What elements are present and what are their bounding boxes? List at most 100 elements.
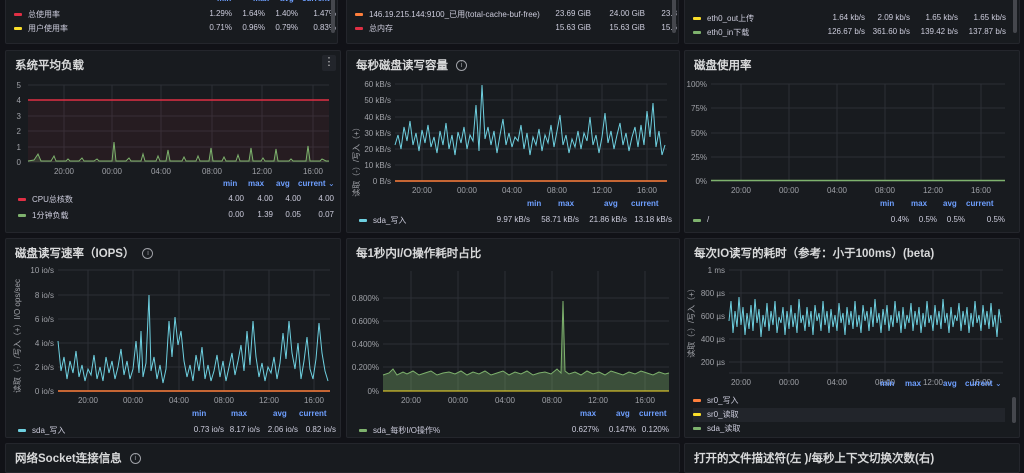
x-tick-label: 00:00	[779, 378, 800, 387]
cpu-cores-fill	[28, 100, 329, 162]
panel-title[interactable]: 磁盘读写速率（IOPS） i	[15, 245, 154, 261]
legend-header-avg[interactable]: avg	[943, 379, 957, 388]
panel-title[interactable]: 打开的文件描述符(左 )/每秒上下文切换次数(右)	[694, 453, 935, 465]
legend-row[interactable]: CPU总核数 4.00 4.00 4.00 4.00	[18, 193, 336, 207]
legend-row[interactable]: 146.19.215.144:9100_已用(total-cache-buf-f…	[355, 8, 677, 22]
io-latency-chart: 读取（-）/写入（+） 1 ms 800 µs 600 µs 400 µs 20…	[686, 266, 1003, 387]
system-load-panel: 系统平均负载 ⋮ 5 4 3 2 1 0 20:00 00:00 04:00 0…	[5, 50, 341, 233]
legend-max: 8.17 io/s	[229, 425, 260, 434]
scrollbar[interactable]	[672, 0, 676, 33]
y-tick-label: 10 kB/s	[364, 161, 391, 170]
panel-title[interactable]: 每1秒内I/O操作耗时占比	[356, 248, 482, 260]
x-tick-label: 12:00	[923, 186, 944, 195]
grid	[711, 83, 1005, 182]
iops-panel: 磁盘读写速率（IOPS） i 读取（-）/写入（+）I/O ops/sec 10 …	[5, 238, 341, 438]
y-tick-label: 75%	[691, 104, 707, 113]
legend-header-current[interactable]: current	[639, 409, 667, 418]
x-tick-label: 20:00	[731, 186, 752, 195]
legend-header-min[interactable]: min	[192, 409, 207, 418]
legend-header-min[interactable]: min	[880, 199, 895, 208]
info-icon[interactable]: i	[142, 247, 154, 259]
legend-header-max[interactable]: max	[248, 179, 265, 188]
panel-title[interactable]: 系统平均负载	[15, 60, 84, 72]
legend-header-avg[interactable]: avg	[273, 409, 287, 418]
legend-header-min[interactable]: min	[880, 379, 895, 388]
legend-header-min[interactable]: min	[527, 199, 542, 208]
legend-header-max[interactable]: max	[558, 199, 575, 208]
info-icon[interactable]: i	[129, 452, 141, 464]
info-icon[interactable]: i	[456, 59, 467, 71]
io-latency-legend: min max avg current ⌄ sr0_写入 sr0_读取 sda_…	[693, 379, 1005, 437]
y-tick-label: 0%	[695, 177, 707, 186]
scrollbar[interactable]	[1013, 0, 1017, 33]
cpu-usage-panel: min max avg current 总使用率 1.29% 1.64% 1.4…	[5, 0, 338, 44]
y-tick-label: 8 io/s	[35, 291, 54, 300]
legend-row[interactable]: sda_写入 9.97 kB/s 58.71 kB/s 21.86 kB/s 1…	[359, 214, 677, 228]
x-tick-label: 20:00	[78, 396, 99, 405]
legend-header-current[interactable]: current	[299, 409, 327, 418]
x-tick-label: 12:00	[588, 396, 609, 405]
legend-max: 1.64%	[242, 9, 265, 18]
legend-row[interactable]: sda_写入 0.73 io/s 8.17 io/s 2.06 io/s 0.8…	[18, 424, 336, 437]
legend-row[interactable]: 总内存 15.63 GiB 15.63 GiB 15.6	[355, 22, 677, 36]
legend-avg: 0.147%	[608, 425, 636, 434]
y-tick-label: 60 kB/s	[364, 80, 391, 89]
legend-row[interactable]: sr0_写入	[693, 394, 1005, 408]
legend-row[interactable]: eth0_in下载 126.67 b/s 361.60 b/s 139.42 b…	[693, 26, 1006, 40]
scrollbar[interactable]	[1012, 397, 1016, 423]
legend-row[interactable]: eth0_out上传 1.64 kb/s 2.09 kb/s 1.65 kb/s…	[693, 12, 1006, 26]
legend-header-min[interactable]: min	[217, 0, 231, 3]
legend-header-current[interactable]: current	[631, 199, 659, 208]
panel-title[interactable]: 每次IO读写的耗时（参考：小于100ms）(beta)	[694, 248, 935, 260]
sort-desc-icon: ⌄	[328, 179, 335, 188]
io-percent-legend: max avg current sda_每秒I/O操作% 0.627% 0.14…	[359, 409, 669, 437]
sda-write-series	[394, 84, 666, 156]
legend-min: 1.64 kb/s	[832, 13, 865, 22]
panel-title[interactable]: 网络Socket连接信息 i	[15, 450, 141, 466]
y-tick-label: 0.600%	[352, 317, 379, 326]
legend-header-max[interactable]: max	[911, 199, 928, 208]
legend-header-avg[interactable]: avg	[276, 179, 290, 188]
legend-header-max[interactable]: max	[580, 409, 597, 418]
x-axis: 20:00 00:00 04:00 08:00 12:00 16:00	[78, 396, 325, 405]
legend-header-current[interactable]: current	[965, 379, 993, 388]
legend-header-min[interactable]: min	[223, 179, 238, 188]
legend-row[interactable]: sr0_读取	[693, 408, 1005, 422]
panel-title[interactable]: 磁盘使用率	[694, 60, 752, 72]
x-tick-label: 00:00	[448, 396, 469, 405]
x-tick-label: 16:00	[971, 186, 992, 195]
x-tick-label: 12:00	[592, 186, 613, 195]
legend-header-max[interactable]: max	[253, 0, 269, 3]
legend-header-avg[interactable]: avg	[943, 199, 957, 208]
legend-current: 0.83%	[313, 23, 336, 32]
legend-row[interactable]: sda_每秒I/O操作% 0.627% 0.147% 0.120%	[359, 424, 669, 437]
legend-max: 1.39	[257, 210, 273, 219]
scrollbar[interactable]	[331, 0, 335, 33]
legend-header-avg[interactable]: avg	[280, 0, 294, 3]
panel-title[interactable]: 每秒磁盘读写容量 i	[356, 57, 467, 73]
legend-header-current[interactable]: current	[298, 179, 326, 188]
legend-row[interactable]: sda_读取	[693, 422, 1005, 436]
legend-row[interactable]: 1分钟负载 0.00 1.39 0.05 0.07	[18, 209, 336, 223]
legend-header-avg[interactable]: avg	[604, 199, 618, 208]
x-tick-label: 04:00	[169, 396, 190, 405]
legend-row[interactable]: 总使用率 1.29% 1.64% 1.40% 1.47%	[14, 8, 336, 22]
legend-header-current[interactable]: current	[966, 199, 994, 208]
x-tick-label: 16:00	[637, 186, 658, 195]
legend-name: sr0_读取	[707, 410, 739, 419]
legend-header-current[interactable]: current	[302, 0, 330, 3]
legend-header-max[interactable]: max	[905, 379, 922, 388]
legend-header-avg[interactable]: avg	[616, 409, 630, 418]
socket-panel: 网络Socket连接信息 i	[5, 443, 680, 473]
y-tick-label: 1	[17, 143, 22, 152]
panel-menu-icon[interactable]: ⋮	[322, 55, 336, 71]
x-tick-label: 04:00	[827, 378, 848, 387]
legend-row[interactable]: 用户使用率 0.71% 0.96% 0.79% 0.83%	[14, 22, 336, 36]
x-tick-label: 08:00	[542, 396, 563, 405]
legend-header-max[interactable]: max	[231, 409, 248, 418]
legend-row[interactable]: / 0.4% 0.5% 0.5% 0.5%	[693, 214, 1005, 228]
y-tick-label: 0.400%	[352, 340, 379, 349]
system-load-chart: 5 4 3 2 1 0 20:00 00:00 04:00 08:00 12:0…	[17, 81, 329, 176]
legend-name: sda_读取	[707, 424, 741, 433]
y-axis: 0.800% 0.600% 0.400% 0.200% 0%	[352, 294, 379, 396]
